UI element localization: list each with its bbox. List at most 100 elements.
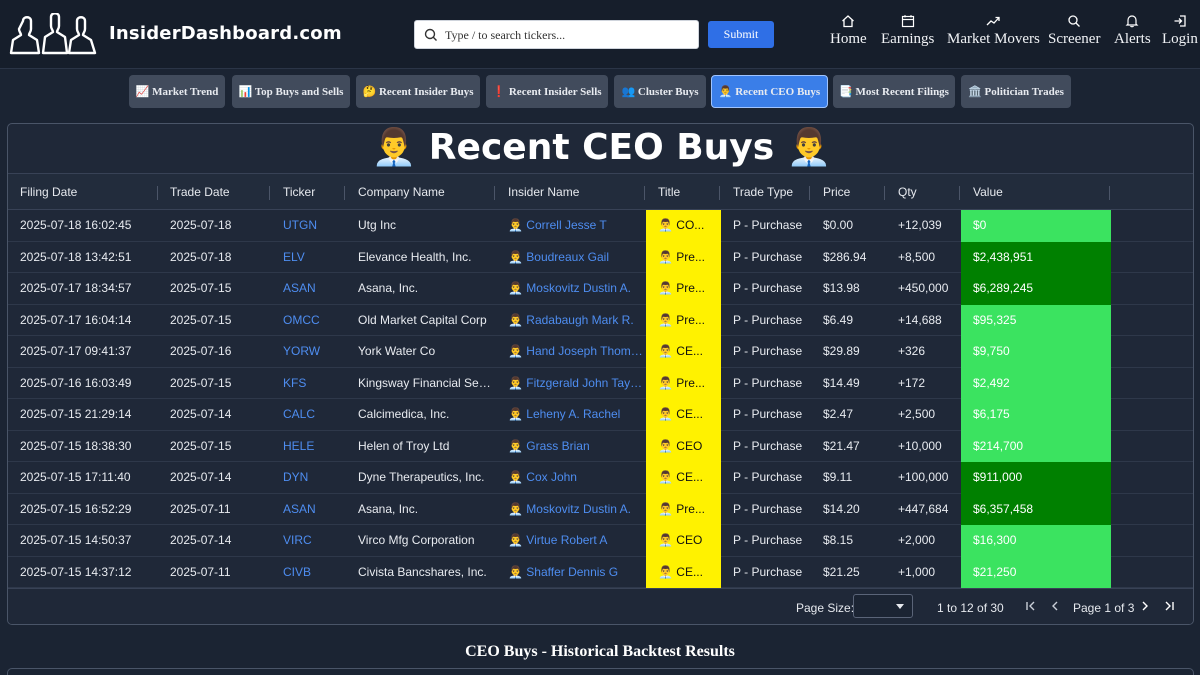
col-company-name[interactable]: Company Name <box>358 185 445 199</box>
col-resize-handle[interactable] <box>884 186 885 200</box>
col-resize-handle[interactable] <box>157 186 158 200</box>
cell-qty: +1,000 <box>898 564 936 579</box>
brand-name[interactable]: InsiderDashboard.com <box>109 23 342 44</box>
cell-ticker[interactable]: YORW <box>283 344 321 358</box>
nav-alerts[interactable]: Alerts <box>1114 14 1151 48</box>
ceo-buys-panel: 👨‍💼 Recent CEO Buys 👨‍💼 Filing Date Trad… <box>7 123 1194 625</box>
col-insider-name[interactable]: Insider Name <box>508 185 580 199</box>
cell-ticker[interactable]: UTGN <box>283 218 317 232</box>
cell-insider-name[interactable]: 👨‍💼 Grass Brian <box>508 438 590 453</box>
cell-insider-name[interactable]: 👨‍💼 Cox John <box>508 470 577 484</box>
col-filing-date[interactable]: Filing Date <box>20 185 78 199</box>
cell-insider-name[interactable]: 👨‍💼 Virtue Robert A <box>508 533 608 547</box>
table-row[interactable]: 2025-07-17 18:34:57 2025-07-15 ASAN Asana, … <box>8 273 1193 305</box>
table-row[interactable]: 2025-07-16 16:03:49 2025-07-15 KFS Kingsway… <box>8 367 1193 399</box>
search-input[interactable] <box>445 25 695 45</box>
cell-insider-name[interactable]: 👨‍💼 Correll Jesse T <box>508 218 607 232</box>
cell-filing-date: 2025-07-17 18:34:57 <box>20 281 132 295</box>
col-qty[interactable]: Qty <box>898 185 917 199</box>
cell-insider-name[interactable]: 👨‍💼 Boudreaux Gail <box>508 249 609 264</box>
tab-recent-insider-sells[interactable]: ❗ Recent Insider Sells <box>486 75 608 108</box>
col-value[interactable]: Value <box>973 185 1003 199</box>
cell-value: $95,325 <box>961 304 1111 336</box>
ticker-search[interactable] <box>414 20 699 49</box>
cell-ticker[interactable]: ELV <box>283 249 305 264</box>
first-page-icon[interactable] <box>1025 600 1037 612</box>
submit-button[interactable]: Submit <box>708 21 774 48</box>
panel-title: 👨‍💼 Recent CEO Buys 👨‍💼 <box>371 127 832 168</box>
col-resize-handle[interactable] <box>269 186 270 200</box>
table-row[interactable]: 2025-07-15 21:29:14 2025-07-14 CALC Calcime… <box>8 399 1193 431</box>
tab-market-trend[interactable]: 📈 Market Trend <box>129 75 225 108</box>
cell-filing-date: 2025-07-15 18:38:30 <box>20 438 132 453</box>
col-resize-handle[interactable] <box>494 186 495 200</box>
nav-login[interactable]: Login <box>1162 14 1198 48</box>
page-size-select[interactable] <box>853 594 913 618</box>
cell-ticker[interactable]: OMCC <box>283 312 320 327</box>
cell-ticker[interactable]: ASAN <box>283 281 316 295</box>
table-row[interactable]: 2025-07-18 13:42:51 2025-07-18 ELV Elevance… <box>8 241 1193 273</box>
tab-top-buys-sells[interactable]: 📊 Top Buys and Sells <box>232 75 350 108</box>
cell-company-name: Utg Inc <box>358 218 397 232</box>
cell-insider-name[interactable]: 👨‍💼 Moskovitz Dustin A. <box>508 281 631 295</box>
cell-price: $0.00 <box>823 218 854 232</box>
nav-market-movers[interactable]: Market Movers <box>947 14 1040 48</box>
cell-trade-date: 2025-07-15 <box>170 375 232 390</box>
cell-ticker[interactable]: CIVB <box>283 564 312 579</box>
cell-trade-type: P - Purchase <box>733 470 803 484</box>
table-row[interactable]: 2025-07-17 16:04:14 2025-07-15 OMCC Old Mar… <box>8 304 1193 336</box>
table-row[interactable]: 2025-07-15 18:38:30 2025-07-15 HELE Helen o… <box>8 430 1193 462</box>
cell-trade-type: P - Purchase <box>733 501 803 516</box>
cell-value: $0 <box>961 210 1111 242</box>
tab-politician-trades[interactable]: 🏛️ Politician Trades <box>961 75 1071 108</box>
col-price[interactable]: Price <box>823 185 851 199</box>
cell-trade-date: 2025-07-14 <box>170 470 232 484</box>
col-trade-date[interactable]: Trade Date <box>170 185 230 199</box>
prev-page-icon[interactable] <box>1049 600 1061 612</box>
last-page-icon[interactable] <box>1163 600 1175 612</box>
col-resize-handle[interactable] <box>809 186 810 200</box>
tab-recent-ceo-buys[interactable]: 👨‍💼 Recent CEO Buys <box>711 75 828 108</box>
table-row[interactable]: 2025-07-15 14:50:37 2025-07-14 VIRC Virco M… <box>8 525 1193 557</box>
cell-ticker[interactable]: ASAN <box>283 501 316 516</box>
nav-home[interactable]: Home <box>830 14 867 48</box>
col-ticker[interactable]: Ticker <box>283 185 316 199</box>
nav-earnings[interactable]: Earnings <box>881 14 934 48</box>
cell-ticker[interactable]: KFS <box>283 375 307 390</box>
col-resize-handle[interactable] <box>719 186 720 200</box>
tab-most-recent-filings[interactable]: 📑 Most Recent Filings <box>833 75 955 108</box>
cell-insider-name[interactable]: 👨‍💼 Hand Joseph Thomas <box>508 344 643 358</box>
nav-screener[interactable]: Screener <box>1048 14 1100 48</box>
cell-title: 👨‍💼 CO... <box>646 210 721 242</box>
table-row[interactable]: 2025-07-15 14:37:12 2025-07-11 CIVB Civista… <box>8 556 1193 588</box>
page-indicator: Page 1 of 3 <box>1073 601 1135 615</box>
cell-insider-name[interactable]: 👨‍💼 Leheny A. Rachel <box>508 407 621 421</box>
col-trade-type[interactable]: Trade Type <box>733 185 794 199</box>
cell-ticker[interactable]: HELE <box>283 438 315 453</box>
logo-people-icon[interactable] <box>9 13 99 55</box>
cell-insider-name[interactable]: 👨‍💼 Radabaugh Mark R. <box>508 312 634 327</box>
tab-recent-insider-buys[interactable]: 🤔 Recent Insider Buys <box>356 75 480 108</box>
col-resize-handle[interactable] <box>959 186 960 200</box>
table-row[interactable]: 2025-07-17 09:41:37 2025-07-16 YORW York Wa… <box>8 336 1193 368</box>
cell-trade-type: P - Purchase <box>733 344 803 358</box>
cell-ticker[interactable]: DYN <box>283 470 309 484</box>
table-row[interactable]: 2025-07-15 16:52:29 2025-07-11 ASAN Asana, … <box>8 493 1193 525</box>
table-row[interactable]: 2025-07-18 16:02:45 2025-07-18 UTGN Utg Inc… <box>8 210 1193 242</box>
col-resize-handle[interactable] <box>644 186 645 200</box>
cell-value: $6,289,245 <box>961 273 1111 305</box>
cell-trade-type: P - Purchase <box>733 564 803 579</box>
tab-cluster-buys[interactable]: 👥 Cluster Buys <box>614 75 706 108</box>
col-title[interactable]: Title <box>658 185 681 199</box>
col-resize-handle[interactable] <box>1109 186 1110 200</box>
table-row[interactable]: 2025-07-15 17:11:40 2025-07-14 DYN Dyne The… <box>8 462 1193 494</box>
cell-qty: +2,000 <box>898 533 936 547</box>
col-resize-handle[interactable] <box>344 186 345 200</box>
cell-insider-name[interactable]: 👨‍💼 Moskovitz Dustin A. <box>508 501 631 516</box>
cell-ticker[interactable]: VIRC <box>283 533 312 547</box>
next-page-icon[interactable] <box>1139 600 1151 612</box>
cell-insider-name[interactable]: 👨‍💼 Fitzgerald John Taylo... <box>508 375 643 390</box>
cell-company-name: Kingsway Financial Serv... <box>358 375 492 390</box>
cell-ticker[interactable]: CALC <box>283 407 316 421</box>
cell-insider-name[interactable]: 👨‍💼 Shaffer Dennis G <box>508 564 619 579</box>
